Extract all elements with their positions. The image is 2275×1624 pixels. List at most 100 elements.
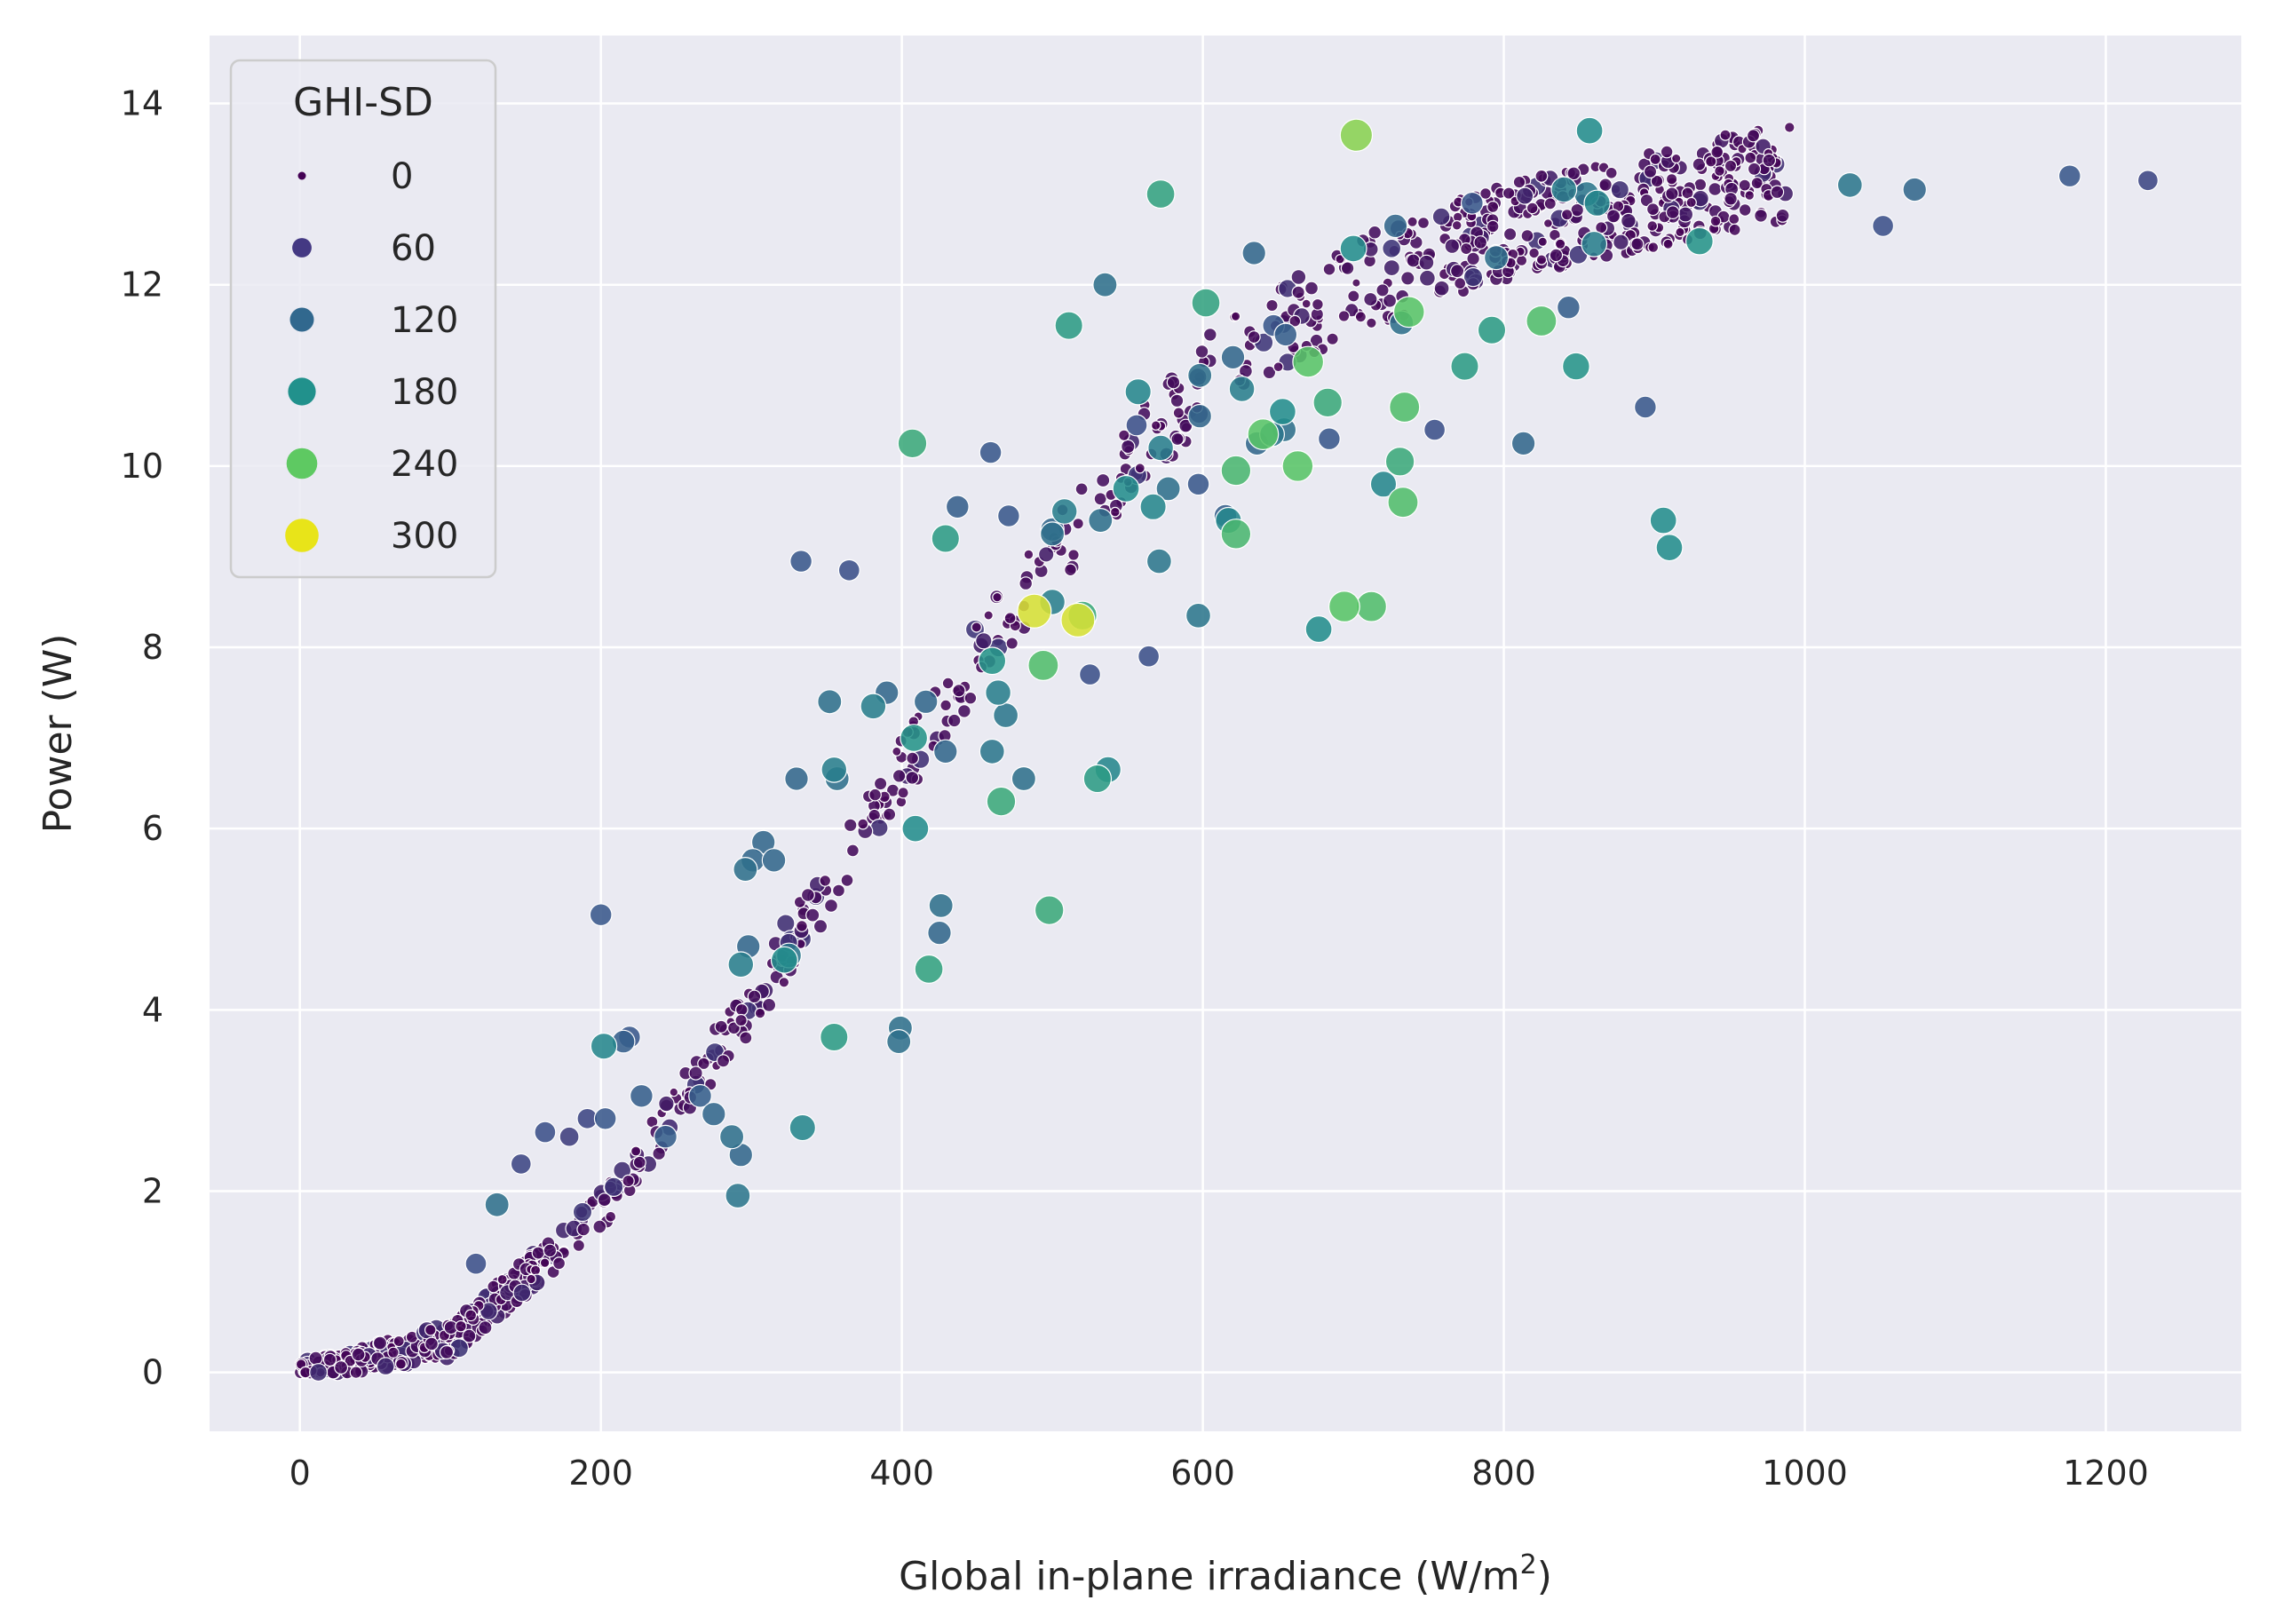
data-point-clear-sky	[983, 610, 994, 621]
data-point	[1050, 498, 1078, 525]
data-point-clear-sky	[1169, 393, 1185, 408]
data-point	[1561, 352, 1590, 381]
legend-label: 0	[391, 156, 413, 197]
data-point-clear-sky	[734, 1002, 749, 1017]
data-point-clear-sky	[1738, 203, 1752, 217]
data-point	[1185, 602, 1211, 629]
legend-label: 120	[391, 300, 458, 341]
data-point	[1187, 362, 1213, 388]
data-point-clear-sky	[1418, 269, 1436, 287]
data-point	[1147, 434, 1174, 462]
data-point-clear-sky	[439, 1344, 455, 1360]
data-point-clear-sky	[971, 622, 982, 633]
data-point	[1281, 450, 1314, 482]
data-point-clear-sky	[869, 818, 889, 837]
data-point	[510, 1153, 532, 1175]
y-tick-label: 14	[121, 84, 163, 123]
data-point	[1034, 895, 1065, 925]
data-point-clear-sky	[1072, 518, 1084, 530]
data-point	[1186, 472, 1210, 496]
data-point-clear-sky	[897, 787, 909, 799]
data-point	[928, 892, 954, 919]
data-point-clear-sky	[882, 807, 897, 821]
data-point	[860, 693, 887, 720]
data-point-clear-sky	[947, 713, 962, 728]
data-point-clear-sky	[739, 1031, 753, 1045]
data-point	[1027, 649, 1059, 682]
data-point	[996, 504, 1020, 527]
data-point	[1273, 322, 1298, 347]
data-point	[593, 1106, 617, 1130]
data-point	[1387, 487, 1419, 519]
data-point-clear-sky	[1724, 192, 1738, 206]
data-point-clear-sky	[1363, 291, 1378, 307]
data-point	[985, 679, 1011, 706]
data-point	[727, 951, 755, 978]
data-point	[733, 856, 758, 883]
x-axis-label: Global in-plane irradiance (W/m2)	[899, 1549, 1552, 1599]
data-point-clear-sky	[1728, 223, 1741, 236]
data-point	[931, 524, 961, 553]
data-point-clear-sky	[1512, 175, 1526, 189]
data-point-clear-sky	[823, 898, 838, 913]
data-point-clear-sky	[1542, 218, 1553, 229]
data-point-clear-sky	[1665, 172, 1678, 186]
data-point	[1550, 176, 1578, 203]
data-point	[817, 689, 843, 715]
data-point	[900, 724, 929, 752]
data-point-clear-sky	[1502, 186, 1516, 200]
data-point	[1138, 645, 1161, 668]
data-points	[293, 116, 2159, 1382]
data-point-clear-sky	[455, 1319, 467, 1333]
data-point-clear-sky	[376, 1357, 395, 1376]
data-point	[630, 1083, 654, 1108]
y-tick-label: 8	[142, 628, 163, 667]
data-point-clear-sky	[1194, 345, 1209, 359]
data-point	[1292, 345, 1325, 378]
data-point-clear-sky	[1516, 186, 1534, 205]
data-point-clear-sky	[716, 1054, 731, 1068]
data-point-clear-sky	[1265, 298, 1279, 313]
data-point-clear-sky	[424, 1324, 437, 1336]
data-point-clear-sky	[1382, 293, 1398, 308]
data-point	[837, 558, 860, 582]
data-point-clear-sky	[1647, 242, 1660, 254]
data-point-clear-sky	[956, 704, 971, 718]
legend-marker	[286, 448, 318, 479]
data-point-clear-sky	[387, 1346, 400, 1359]
data-point-clear-sky	[1719, 129, 1732, 141]
data-point-clear-sky	[539, 1257, 551, 1268]
data-point	[1581, 230, 1608, 257]
data-point-clear-sky	[1064, 563, 1077, 577]
data-point-clear-sky	[1728, 213, 1740, 226]
data-point	[770, 946, 798, 974]
data-point-clear-sky	[975, 632, 993, 650]
data-point-clear-sky	[1322, 262, 1336, 276]
data-point-clear-sky	[1462, 266, 1484, 288]
data-point-clear-sky	[1675, 226, 1685, 238]
data-point-clear-sky	[1019, 576, 1034, 590]
data-point-clear-sky	[1444, 238, 1461, 254]
data-point-clear-sky	[873, 776, 888, 791]
data-point-clear-sky	[906, 751, 919, 765]
data-point-clear-sky	[1662, 238, 1674, 250]
data-point	[1450, 352, 1479, 381]
data-point-clear-sky	[1643, 164, 1658, 178]
data-point	[1155, 476, 1181, 502]
data-point-clear-sky	[1301, 298, 1312, 309]
data-point-clear-sky	[1543, 197, 1557, 210]
data-point	[1304, 615, 1333, 644]
data-point	[1220, 455, 1252, 487]
data-point	[1872, 214, 1895, 237]
x-tick-label: 1200	[2063, 1454, 2149, 1493]
data-point	[1902, 177, 1927, 202]
data-point-clear-sky	[1560, 208, 1573, 221]
data-point-clear-sky	[1433, 280, 1450, 297]
data-point	[1228, 376, 1256, 403]
data-point-clear-sky	[796, 920, 808, 932]
data-point-clear-sky	[1566, 166, 1581, 181]
data-point-clear-sky	[805, 907, 820, 923]
data-point-clear-sky	[1352, 278, 1361, 288]
data-point-clear-sky	[1093, 492, 1107, 506]
data-point-clear-sky	[309, 1363, 329, 1382]
